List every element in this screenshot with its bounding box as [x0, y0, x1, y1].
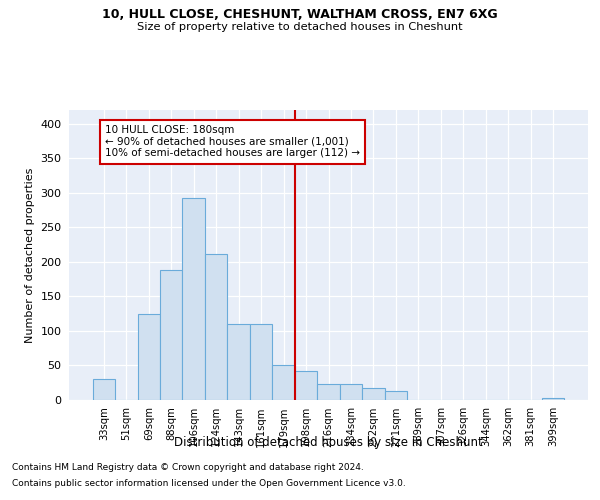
- Bar: [340, 384, 362, 400]
- Bar: [92, 380, 115, 400]
- Bar: [317, 384, 340, 400]
- Text: Contains public sector information licensed under the Open Government Licence v3: Contains public sector information licen…: [12, 478, 406, 488]
- Bar: [182, 198, 205, 400]
- Bar: [295, 371, 317, 400]
- Text: 10 HULL CLOSE: 180sqm
← 90% of detached houses are smaller (1,001)
10% of semi-d: 10 HULL CLOSE: 180sqm ← 90% of detached …: [105, 125, 360, 158]
- Bar: [272, 365, 295, 400]
- Bar: [385, 391, 407, 400]
- Bar: [227, 324, 250, 400]
- Bar: [542, 398, 565, 400]
- Y-axis label: Number of detached properties: Number of detached properties: [25, 168, 35, 342]
- Text: 10, HULL CLOSE, CHESHUNT, WALTHAM CROSS, EN7 6XG: 10, HULL CLOSE, CHESHUNT, WALTHAM CROSS,…: [102, 8, 498, 20]
- Bar: [160, 270, 182, 400]
- Bar: [137, 314, 160, 400]
- Bar: [362, 388, 385, 400]
- Text: Distribution of detached houses by size in Cheshunt: Distribution of detached houses by size …: [175, 436, 483, 449]
- Bar: [250, 324, 272, 400]
- Bar: [205, 254, 227, 400]
- Text: Size of property relative to detached houses in Cheshunt: Size of property relative to detached ho…: [137, 22, 463, 32]
- Text: Contains HM Land Registry data © Crown copyright and database right 2024.: Contains HM Land Registry data © Crown c…: [12, 464, 364, 472]
